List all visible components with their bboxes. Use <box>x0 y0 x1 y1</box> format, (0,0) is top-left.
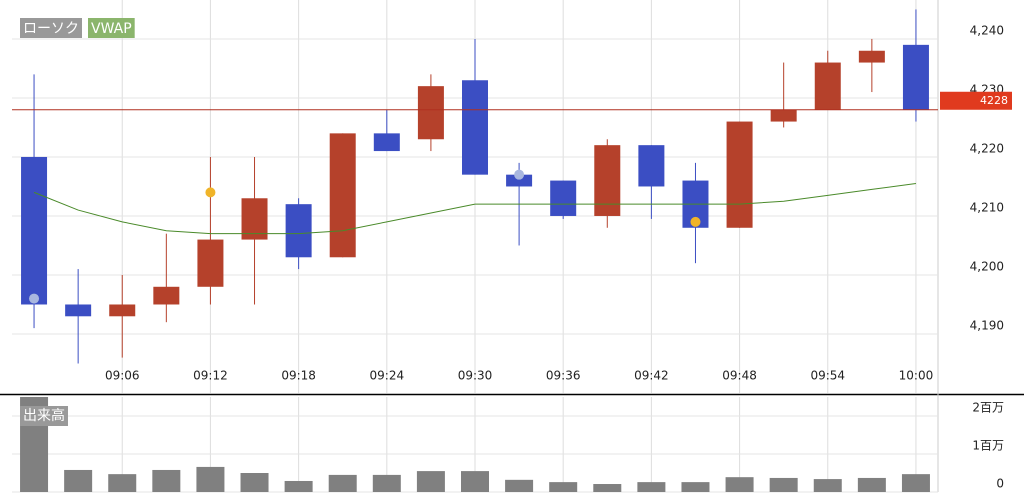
volume-bar <box>240 473 269 492</box>
legend-box <box>20 18 82 38</box>
candle-body <box>373 133 400 152</box>
x-tick-label: 09:24 <box>370 369 405 383</box>
panel-title-box <box>20 406 68 426</box>
y-tick-label: 4,190 <box>970 318 1004 332</box>
trade-marker <box>690 216 701 227</box>
legend-label: VWAP <box>91 21 132 37</box>
candle-body <box>241 198 268 240</box>
y-tick-label: 0 <box>996 477 1004 491</box>
legend-label: ローソク <box>23 21 79 37</box>
x-tick-label: 09:36 <box>546 369 581 383</box>
candle-body <box>638 145 665 187</box>
candle-body <box>197 239 224 287</box>
x-tick-label: 09:18 <box>281 369 316 383</box>
trade-marker <box>514 169 525 180</box>
volume-bar <box>857 477 886 492</box>
volume-bar <box>416 471 445 492</box>
candle-body <box>550 180 577 216</box>
legend-box <box>88 18 135 38</box>
candle-body <box>814 62 841 110</box>
candle-body <box>902 44 929 110</box>
volume-bar <box>813 479 842 492</box>
volume-bar <box>372 474 401 492</box>
volume-bar <box>769 477 798 492</box>
candle-body <box>21 156 48 305</box>
y-tick-label: 1百万 <box>972 439 1004 453</box>
x-tick-label: 10:00 <box>899 369 934 383</box>
panel-title: 出来高 <box>23 407 65 424</box>
volume-bar <box>593 484 622 492</box>
volume-bar <box>505 479 534 492</box>
x-tick-label: 09:12 <box>193 369 228 383</box>
candle-body <box>329 133 356 258</box>
candle-body <box>285 204 312 258</box>
candle-body <box>594 145 621 216</box>
x-tick-label: 09:42 <box>634 369 669 383</box>
y-tick-label: 2百万 <box>972 401 1004 415</box>
y-tick-label: 4,200 <box>970 259 1004 273</box>
volume-bar <box>152 469 181 492</box>
volume-bar <box>681 482 710 492</box>
trade-marker <box>205 187 216 198</box>
x-tick-label: 09:54 <box>810 369 845 383</box>
candle-body <box>109 304 136 317</box>
volume-bar <box>549 482 578 492</box>
last-price-tag <box>940 91 1012 110</box>
candle-body <box>726 121 753 228</box>
volume-bar <box>725 477 754 492</box>
y-tick-label: 4,220 <box>970 141 1004 155</box>
vwap-line <box>33 183 917 235</box>
x-tick-label: 09:06 <box>105 369 140 383</box>
candle-body <box>153 286 180 305</box>
x-tick-label: 09:48 <box>722 369 757 383</box>
volume-bar <box>196 466 225 492</box>
volume-bar <box>108 474 137 492</box>
x-tick-label: 09:30 <box>458 369 493 383</box>
volume-bar <box>901 474 930 492</box>
last-price-label: 4228 <box>980 94 1008 107</box>
candle-body <box>858 50 885 63</box>
volume-bar <box>461 471 489 492</box>
y-tick-label: 4,210 <box>970 200 1004 214</box>
y-tick-label: 4,240 <box>970 23 1004 37</box>
volume-bar <box>328 474 357 492</box>
volume-bar <box>284 480 313 492</box>
candle-body <box>462 80 488 175</box>
volume-bar <box>637 482 666 492</box>
candle-body <box>506 174 533 187</box>
candle-body <box>65 304 92 317</box>
candle-body <box>417 86 444 140</box>
volume-bar <box>64 469 93 492</box>
candle-body <box>770 109 797 122</box>
trade-marker <box>29 293 40 304</box>
